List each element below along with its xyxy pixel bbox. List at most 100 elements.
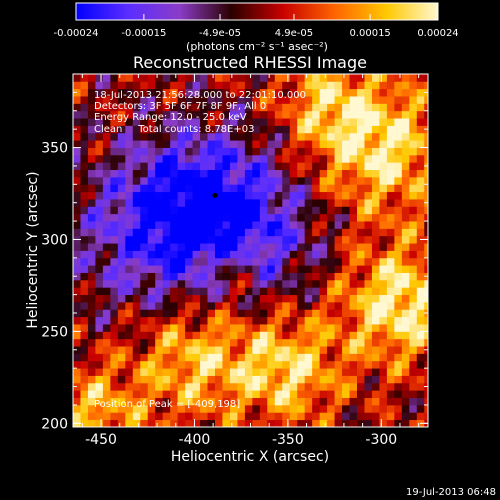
heatmap-cell: [371, 287, 380, 296]
heatmap-cell: [237, 346, 246, 354]
heatmap-cell: [155, 235, 164, 244]
heatmap-cell: [297, 382, 306, 391]
heatmap-cell: [342, 118, 350, 126]
heatmap-cell: [379, 125, 388, 134]
heatmap-cell: [170, 294, 179, 303]
heatmap-cell: [394, 147, 403, 156]
heatmap-cell: [73, 353, 81, 362]
heatmap-cell: [102, 176, 111, 185]
heatmap-cell: [371, 250, 380, 259]
peak-position-label: Position of Peak = [-409,198]: [94, 399, 240, 410]
heatmap-cell: [319, 221, 328, 229]
heatmap-cell: [185, 412, 193, 421]
heatmap-cell: [117, 294, 126, 303]
heatmap-cell: [349, 96, 358, 104]
heatmap-cell: [140, 118, 149, 126]
heatmap-cell: [192, 103, 201, 112]
heatmap-cell: [312, 96, 321, 104]
heatmap-cell: [364, 353, 373, 362]
heatmap-cell: [117, 265, 126, 273]
heatmap-cell: [267, 353, 276, 362]
heatmap-cell: [252, 301, 261, 310]
heatmap-cell: [304, 147, 313, 156]
heatmap-cell: [394, 309, 403, 318]
heatmap-cell: [401, 324, 410, 332]
heatmap-cell: [229, 81, 238, 90]
heatmap-cell: [394, 103, 403, 112]
heatmap-cell: [229, 412, 238, 421]
heatmap-cell: [259, 162, 268, 171]
heatmap-cell: [207, 257, 216, 266]
heatmap-cell: [140, 147, 149, 156]
heatmap-cell: [357, 301, 365, 310]
heatmap-cell: [386, 257, 395, 266]
heatmap-cell: [364, 213, 373, 222]
heatmap-cell: [102, 140, 111, 148]
heatmap-cell: [177, 228, 186, 237]
heatmap-cell: [244, 338, 253, 347]
heatmap-cell: [282, 368, 291, 376]
heatmap-cell: [409, 206, 418, 215]
heatmap-cell: [282, 191, 291, 200]
heatmap-cell: [416, 74, 425, 82]
heatmap-cell: [177, 235, 186, 244]
heatmap-cell: [170, 360, 179, 369]
heatmap-cell: [162, 257, 171, 266]
heatmap-cell: [102, 353, 111, 362]
heatmap-cell: [147, 382, 156, 391]
heatmap-cell: [327, 191, 335, 200]
heatmap-cell: [147, 353, 156, 362]
colorbar-unit: (photons cm⁻² s⁻¹ asec⁻²): [186, 40, 328, 53]
heatmap-cell: [312, 279, 321, 288]
heatmap-cell: [140, 199, 149, 207]
heatmap-cell: [185, 404, 193, 413]
heatmap-cell: [207, 346, 216, 354]
heatmap-cell: [215, 81, 223, 90]
heatmap-cell: [334, 279, 343, 288]
heatmap-cell: [259, 81, 268, 90]
heatmap-cell: [282, 103, 291, 112]
heatmap-cell: [357, 81, 365, 90]
heatmap-cell: [237, 74, 246, 82]
heatmap-cell: [222, 206, 231, 215]
heatmap-cell: [282, 176, 291, 185]
heatmap-cell: [379, 338, 388, 347]
heatmap-cell: [282, 235, 291, 244]
heatmap-cell: [357, 294, 365, 303]
heatmap-cell: [304, 213, 313, 222]
heatmap-cell: [155, 301, 164, 310]
heatmap-cell: [87, 199, 96, 207]
heatmap-cell: [267, 81, 276, 90]
heatmap-cell: [192, 110, 201, 119]
heatmap-cell: [282, 154, 291, 163]
heatmap-cell: [424, 81, 428, 90]
heatmap-cell: [319, 382, 328, 391]
heatmap-cell: [357, 147, 365, 156]
heatmap-cell: [312, 243, 321, 251]
heatmap-cell: [282, 169, 291, 178]
heatmap-cell: [185, 154, 193, 163]
heatmap-cell: [327, 74, 335, 82]
heatmap-cell: [334, 287, 343, 296]
heatmap-cell: [334, 147, 343, 156]
heatmap-cell: [95, 213, 104, 222]
heatmap-cell: [237, 316, 246, 325]
heatmap-cell: [394, 243, 403, 251]
heatmap-cell: [177, 419, 186, 427]
heatmap-cell: [342, 162, 350, 171]
heatmap-cell: [386, 287, 395, 296]
heatmap-cell: [80, 125, 89, 134]
heatmap-cell: [357, 250, 365, 259]
heatmap-cell: [297, 294, 306, 303]
heatmap-cell: [386, 316, 395, 325]
heatmap-cell: [125, 147, 134, 156]
heatmap-cell: [327, 287, 335, 296]
heatmap-cell: [312, 404, 321, 413]
heatmap-cell: [237, 176, 246, 185]
heatmap-cell: [312, 176, 321, 185]
heatmap-cell: [110, 272, 119, 281]
x-axis-title: Heliocentric X (arcsec): [171, 449, 329, 465]
heatmap-cell: [334, 206, 343, 215]
heatmap-cell: [95, 140, 104, 148]
heatmap-cell: [110, 176, 119, 185]
